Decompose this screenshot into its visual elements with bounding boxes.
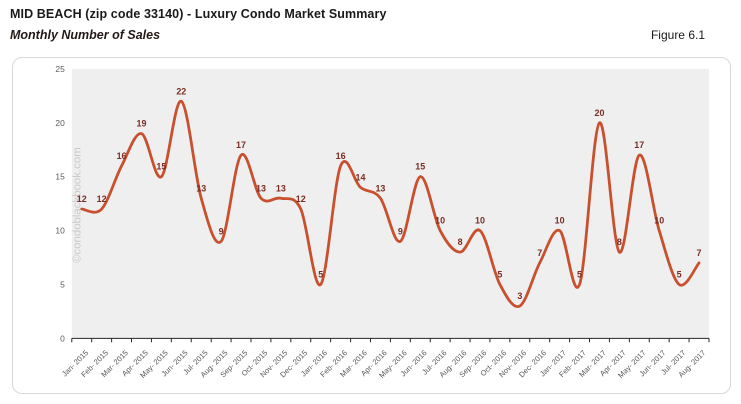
data-label: 10	[555, 216, 565, 226]
data-label: 15	[156, 162, 166, 172]
data-label: 5	[677, 269, 682, 279]
data-label: 12	[77, 194, 87, 204]
data-label: 14	[356, 173, 366, 183]
data-label: 16	[336, 151, 346, 161]
data-label: 20	[594, 108, 604, 118]
chart-subtitle: Monthly Number of Sales	[10, 28, 161, 42]
data-label: 8	[458, 237, 463, 247]
data-label: 19	[137, 119, 147, 129]
data-label: 3	[517, 291, 522, 301]
data-label: 7	[697, 248, 702, 258]
data-label: 5	[577, 269, 582, 279]
figure-label: Figure 6.1	[650, 28, 705, 42]
data-label: 16	[117, 151, 127, 161]
data-label: 13	[256, 183, 266, 193]
data-label: 17	[236, 140, 246, 150]
watermark-text: ©condoblackbook.com	[72, 147, 84, 263]
y-tick-label: 15	[55, 172, 65, 182]
data-label: 13	[196, 183, 206, 193]
data-label: 12	[296, 194, 306, 204]
data-label: 13	[276, 183, 286, 193]
chart-container: ©condoblackbook.com 0 5 10 15 20 25 Jan- 2015 Fe…	[12, 57, 731, 394]
data-label: 17	[634, 140, 644, 150]
data-label: 10	[475, 216, 485, 226]
y-tick-label: 0	[60, 333, 65, 343]
y-tick-label: 25	[55, 64, 65, 74]
data-label: 13	[375, 183, 385, 193]
data-label: 22	[176, 86, 186, 96]
data-label: 5	[318, 269, 323, 279]
data-label: 7	[537, 248, 542, 258]
page-title: MID BEACH (zip code 33140) - Luxury Cond…	[10, 7, 387, 21]
subtitle-row: Monthly Number of Sales Figure 6.1	[10, 28, 705, 42]
y-tick-label: 5	[60, 279, 65, 289]
data-label: 8	[617, 237, 622, 247]
plot-area	[71, 68, 709, 339]
y-tick-label: 20	[55, 118, 65, 128]
data-label: 10	[435, 216, 445, 226]
data-label: 12	[97, 194, 107, 204]
data-label: 10	[654, 216, 664, 226]
data-label: 15	[415, 162, 425, 172]
data-label: 5	[497, 269, 502, 279]
data-label: 9	[219, 226, 224, 236]
data-label: 9	[398, 226, 403, 236]
y-tick-label: 10	[55, 226, 65, 236]
sales-series-line	[80, 99, 701, 308]
